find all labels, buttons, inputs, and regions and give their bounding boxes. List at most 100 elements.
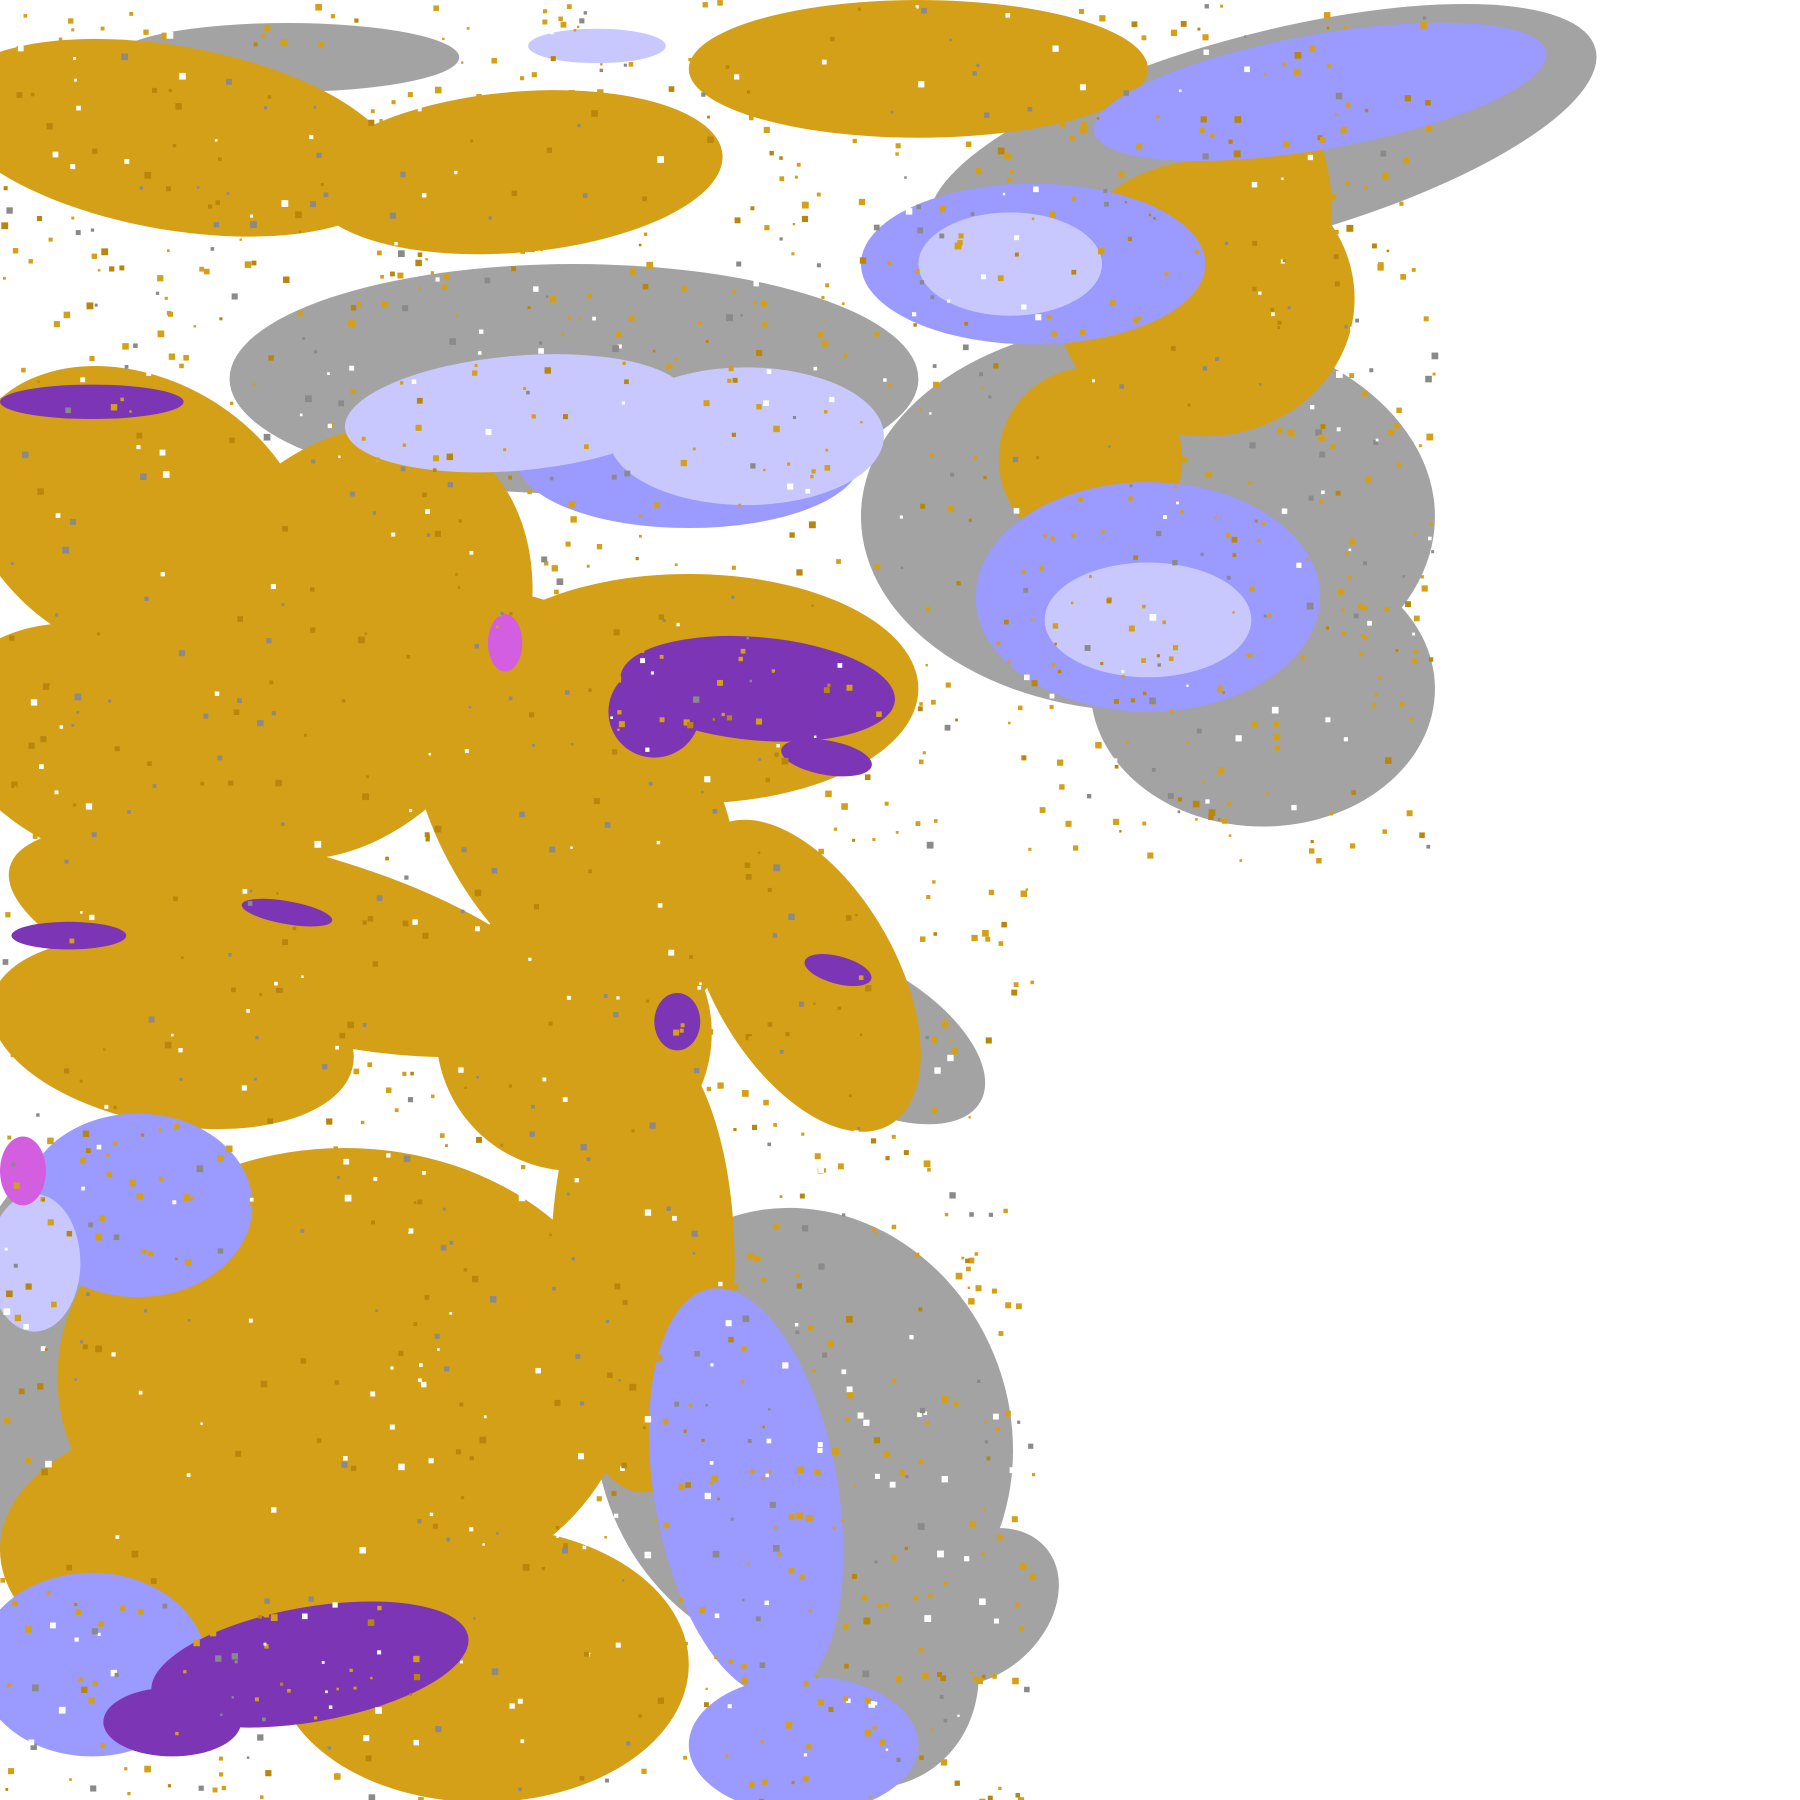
speckle (623, 63, 627, 67)
speckle (1343, 737, 1348, 742)
speckle (349, 365, 355, 371)
speckle (775, 1069, 780, 1074)
speckle (175, 103, 182, 110)
speckle (1017, 1420, 1021, 1424)
speckle (325, 1164, 331, 1170)
speckle (1200, 552, 1204, 556)
speckle (945, 682, 951, 688)
speckle (264, 1644, 269, 1649)
speckle (389, 1275, 393, 1279)
speckle (458, 519, 462, 523)
speckle (769, 150, 774, 156)
speckle (1172, 559, 1178, 566)
speckle (240, 590, 244, 595)
speckle (998, 1331, 1004, 1336)
speckle (1358, 603, 1365, 610)
speckle (434, 530, 441, 537)
speckle (354, 18, 359, 23)
speckle (55, 344, 59, 348)
speckle (660, 186, 666, 191)
speckle (570, 516, 577, 523)
speckle (114, 1672, 119, 1678)
gold-region (688, 0, 1148, 138)
speckle (1019, 1562, 1027, 1570)
speckle (72, 502, 78, 509)
speckle (827, 683, 831, 687)
speckle (91, 1628, 98, 1635)
speckle (541, 1566, 546, 1571)
speckle (1014, 235, 1020, 241)
speckle (745, 874, 752, 880)
speckle (267, 1118, 273, 1124)
speckle (823, 687, 830, 694)
speckle (255, 1035, 259, 1040)
speckle (79, 1340, 84, 1344)
speckle (922, 751, 926, 755)
speckle (1049, 693, 1055, 699)
speckle (773, 1123, 777, 1127)
speckle (1338, 588, 1345, 595)
speckle (1217, 687, 1223, 693)
speckle (113, 48, 117, 51)
speckle (1187, 403, 1191, 407)
speckle (1003, 619, 1009, 625)
speckle (140, 1133, 145, 1137)
speckle (773, 1224, 780, 1230)
speckle (23, 13, 28, 18)
speckle (488, 216, 492, 220)
speckle (507, 127, 511, 131)
periwinkle-region (688, 1676, 919, 1800)
speckle (24, 873, 28, 877)
speckle (1072, 845, 1079, 851)
speckle (25, 1283, 32, 1290)
speckle (1149, 325, 1153, 329)
speckle (390, 1366, 394, 1370)
speckle (336, 1687, 339, 1691)
speckle (1071, 196, 1077, 201)
speckle (164, 1041, 172, 1049)
speckle (617, 728, 620, 732)
speckle (808, 521, 816, 529)
speckle (983, 475, 987, 480)
speckle (785, 1032, 790, 1037)
speckle (1386, 249, 1390, 253)
speckle (789, 1075, 795, 1082)
speckle (196, 1590, 201, 1596)
speckle (110, 404, 118, 411)
speckle (919, 280, 925, 285)
speckle (437, 1209, 442, 1215)
speckle (930, 699, 936, 705)
speckle (705, 1687, 708, 1691)
speckle (31, 1684, 39, 1692)
speckle (927, 1168, 931, 1172)
speckle (112, 1141, 118, 1147)
speckle (639, 1331, 644, 1336)
speckle (843, 1696, 849, 1701)
speckle (919, 1755, 924, 1760)
speckle (577, 1453, 584, 1460)
speckle (1049, 211, 1056, 218)
speckle (25, 1457, 32, 1464)
speckle (490, 1357, 495, 1362)
speckle (877, 1603, 883, 1609)
speckle (207, 204, 213, 209)
speckle (244, 261, 252, 268)
speckle (500, 1143, 504, 1147)
periwinkle-region (648, 1288, 844, 1697)
speckle (455, 573, 458, 576)
speckle (541, 556, 548, 563)
purple-region (804, 954, 872, 987)
speckle (1031, 1473, 1036, 1477)
speckle (709, 821, 716, 828)
speckle (1348, 575, 1353, 580)
speckle (638, 514, 642, 518)
speckle (1126, 740, 1130, 744)
speckle (1310, 839, 1314, 844)
speckle (474, 363, 478, 367)
speckle (573, 1488, 581, 1495)
speckle (704, 776, 711, 783)
speckle (299, 413, 303, 417)
speckle (166, 249, 170, 253)
speckle (257, 1121, 261, 1125)
speckle (119, 265, 125, 271)
